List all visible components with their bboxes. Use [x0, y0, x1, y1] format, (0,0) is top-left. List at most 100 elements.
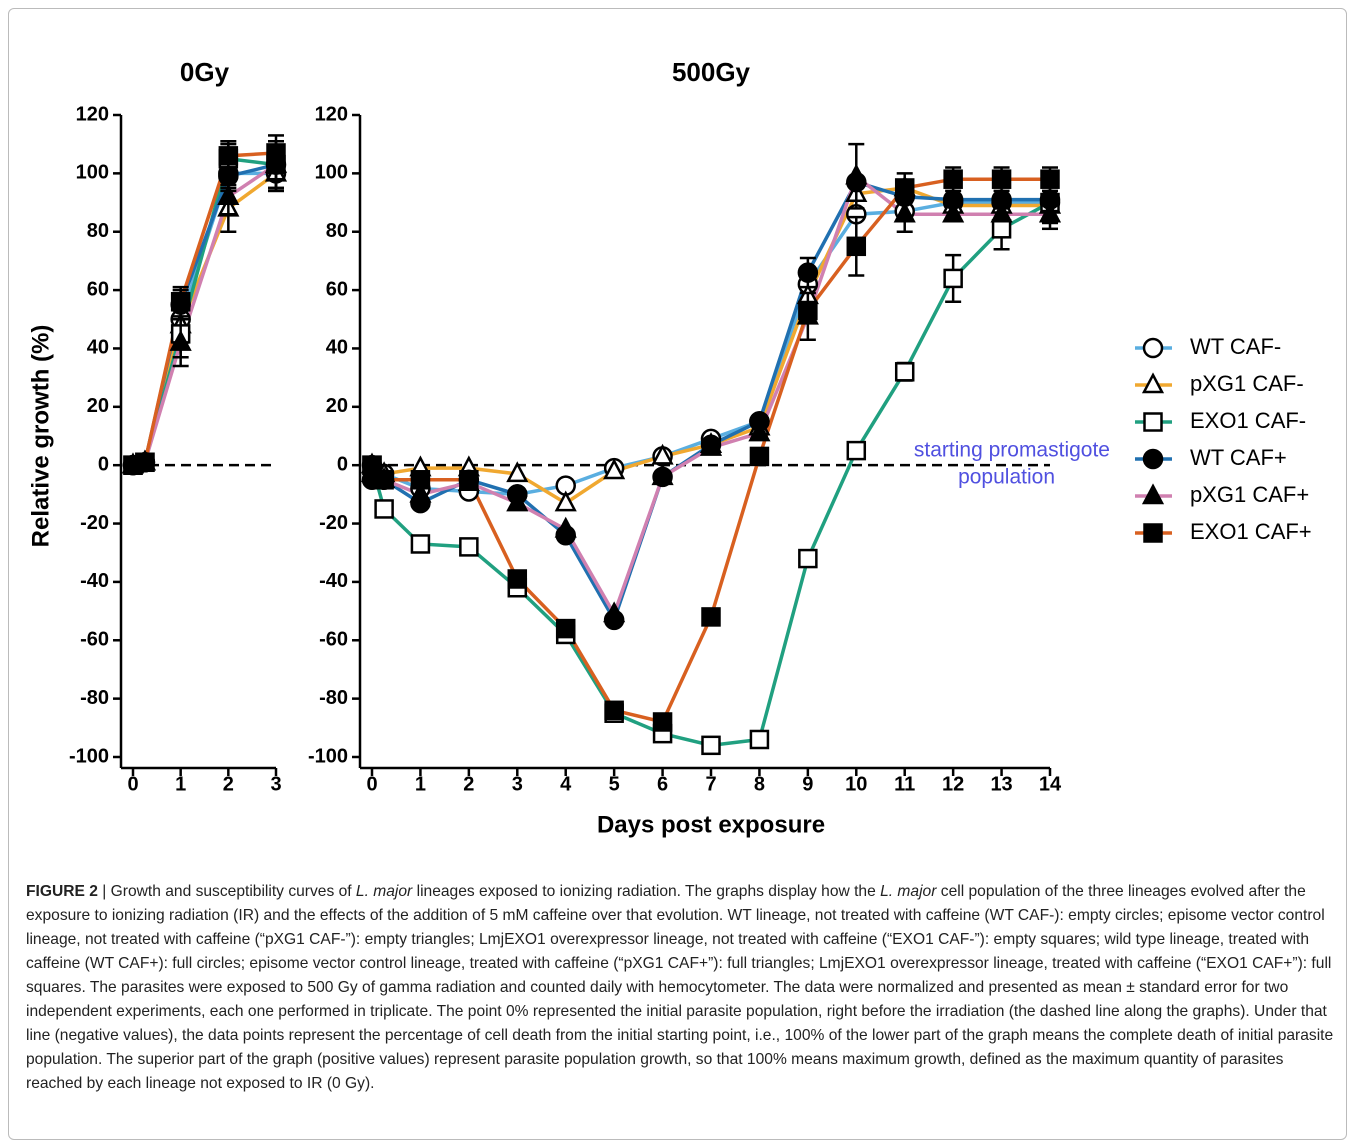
y-axis-label: Relative growth (%) — [27, 325, 54, 548]
x-tick-label: 10 — [845, 773, 867, 795]
x-tick-label: 1 — [415, 773, 426, 795]
point — [135, 452, 155, 473]
point — [699, 435, 723, 456]
species: L. major — [880, 883, 937, 900]
point — [894, 178, 915, 198]
point — [362, 455, 382, 475]
x-tick-label: 2 — [463, 773, 474, 795]
y-tick-label: 20 — [326, 395, 348, 417]
point — [943, 169, 963, 189]
x-tick-label: 14 — [1039, 773, 1062, 795]
x-tick-label: 0 — [127, 773, 138, 795]
point — [555, 618, 576, 639]
x-tick-label: 4 — [560, 773, 572, 795]
y-tick-label: 0 — [337, 453, 348, 475]
point — [651, 443, 674, 465]
point — [749, 446, 770, 467]
x-tick-label: 2 — [223, 773, 234, 795]
x-tick-label: 0 — [366, 773, 377, 795]
point — [701, 735, 721, 756]
point — [507, 569, 528, 589]
caption-text: cell population of the three lineages ev… — [26, 883, 1334, 1092]
point — [942, 201, 965, 223]
legend-label: WT CAF- — [1190, 334, 1281, 359]
x-tick-label: 11 — [894, 773, 915, 795]
legend-label: pXG1 CAF- — [1190, 371, 1304, 396]
chart-title: 0Gy — [180, 57, 230, 87]
point — [459, 537, 479, 557]
point — [506, 461, 529, 483]
y-tick-label: 40 — [87, 337, 109, 359]
x-axis-label: Days post exposure — [597, 811, 825, 838]
point — [266, 143, 286, 163]
y-tick-label: -20 — [319, 512, 348, 534]
point — [554, 490, 577, 512]
point — [846, 440, 867, 461]
y-tick-label: -80 — [319, 687, 348, 709]
legend-marker — [1142, 448, 1164, 470]
x-tick-label: 1 — [175, 773, 186, 795]
point — [990, 201, 1013, 223]
point — [651, 464, 674, 486]
annotation: population — [958, 466, 1055, 489]
point — [554, 516, 577, 538]
figure-label: FIGURE 2 — [26, 883, 98, 900]
y-tick-label: -60 — [319, 629, 348, 651]
legend-label: EXO1 CAF+ — [1190, 519, 1312, 544]
point — [701, 607, 721, 627]
point — [749, 729, 770, 750]
x-tick-label: 12 — [942, 773, 964, 795]
series-line — [370, 177, 1050, 725]
point — [374, 470, 394, 490]
y-tick-label: 60 — [326, 278, 348, 300]
point — [604, 700, 624, 721]
point — [459, 470, 479, 490]
y-tick-label: -100 — [69, 745, 109, 767]
y-tick-label: 120 — [76, 103, 109, 125]
y-tick-label: -40 — [319, 570, 348, 592]
legend-marker — [1143, 523, 1163, 543]
point — [797, 262, 819, 283]
point — [1040, 169, 1060, 189]
point — [798, 548, 818, 569]
caption-text: | Growth and susceptibility curves of — [97, 883, 356, 900]
y-tick-label: -80 — [80, 687, 109, 709]
point — [170, 292, 191, 312]
x-tick-label: 8 — [754, 773, 765, 795]
caption: FIGURE 2 | Growth and susceptibility cur… — [26, 880, 1336, 1096]
y-tick-label: 40 — [326, 337, 348, 359]
y-tick-label: 80 — [326, 220, 348, 242]
chart-title: 500Gy — [672, 57, 751, 87]
x-tick-label: 3 — [512, 773, 523, 795]
point — [991, 219, 1012, 239]
x-tick-label: 13 — [990, 773, 1012, 795]
legend-label: EXO1 CAF- — [1190, 408, 1306, 433]
legend-marker — [1143, 412, 1163, 432]
point — [603, 458, 626, 480]
point — [894, 362, 915, 382]
y-tick-label: 100 — [315, 162, 348, 184]
y-tick-label: 120 — [315, 103, 348, 125]
legend-marker — [1142, 337, 1164, 359]
point — [846, 236, 867, 257]
y-tick-label: 0 — [98, 453, 109, 475]
y-tick-label: 60 — [87, 278, 109, 300]
x-tick-label: 9 — [802, 773, 813, 795]
series-line — [370, 201, 1051, 748]
point — [798, 300, 818, 321]
x-tick-label: 5 — [609, 773, 620, 795]
point — [991, 169, 1012, 189]
y-tick-label: -20 — [80, 512, 109, 534]
legend-marker — [1141, 372, 1165, 394]
x-tick-label: 7 — [705, 773, 716, 795]
point — [748, 420, 771, 442]
point — [506, 490, 529, 512]
point — [217, 184, 240, 205]
series-line — [371, 173, 1050, 619]
point — [409, 481, 432, 503]
y-tick-label: 20 — [87, 395, 109, 417]
point — [845, 163, 868, 185]
point — [218, 146, 239, 166]
caption-text: lineages exposed to ionizing radiation. … — [412, 883, 881, 900]
